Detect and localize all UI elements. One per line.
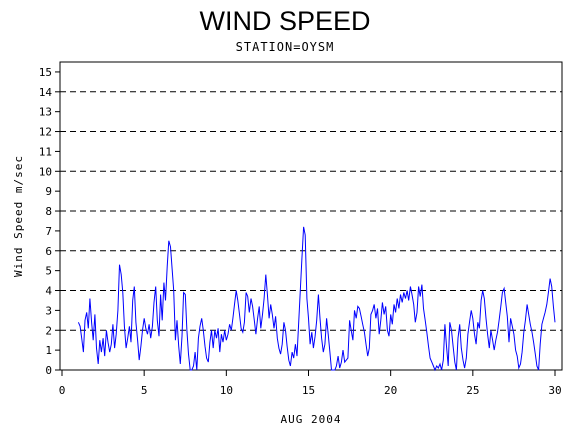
y-tick-label: 4 <box>45 285 52 298</box>
x-tick-label: 25 <box>466 384 479 397</box>
y-tick-label: 8 <box>45 205 52 218</box>
x-axis-label: AUG 2004 <box>281 413 342 426</box>
x-tick-label: 0 <box>59 384 66 397</box>
y-tick-label: 7 <box>45 225 52 238</box>
y-tick-label: 15 <box>39 66 52 79</box>
y-tick-label: 12 <box>39 126 52 139</box>
y-axis-label: Wind Speed m/sec <box>12 155 25 277</box>
y-tick-label: 2 <box>45 324 52 337</box>
x-tick-label: 10 <box>220 384 233 397</box>
x-tick-label: 20 <box>384 384 397 397</box>
plot-frame <box>59 61 563 371</box>
x-tick-label: 5 <box>141 384 148 397</box>
chart-title: WIND SPEED <box>199 6 370 36</box>
y-tick-label: 13 <box>39 106 52 119</box>
y-tick-label: 0 <box>45 364 52 377</box>
y-tick-label: 1 <box>45 344 52 357</box>
y-tick-label: 9 <box>45 185 52 198</box>
x-axis: 0 5 10 15 20 25 30 <box>59 370 562 397</box>
chart-subtitle: STATION=OYSM <box>236 40 335 54</box>
y-tick-label: 10 <box>39 165 52 178</box>
y-tick-label: 11 <box>39 145 52 158</box>
y-tick-label: 5 <box>45 265 52 278</box>
y-tick-label: 6 <box>45 245 52 258</box>
x-tick-label: 15 <box>302 384 315 397</box>
y-tick-label: 14 <box>39 86 53 99</box>
x-tick-label: 30 <box>548 384 561 397</box>
wind-speed-series-line <box>77 226 556 372</box>
reference-lines <box>60 91 562 331</box>
y-tick-label: 3 <box>45 304 52 317</box>
